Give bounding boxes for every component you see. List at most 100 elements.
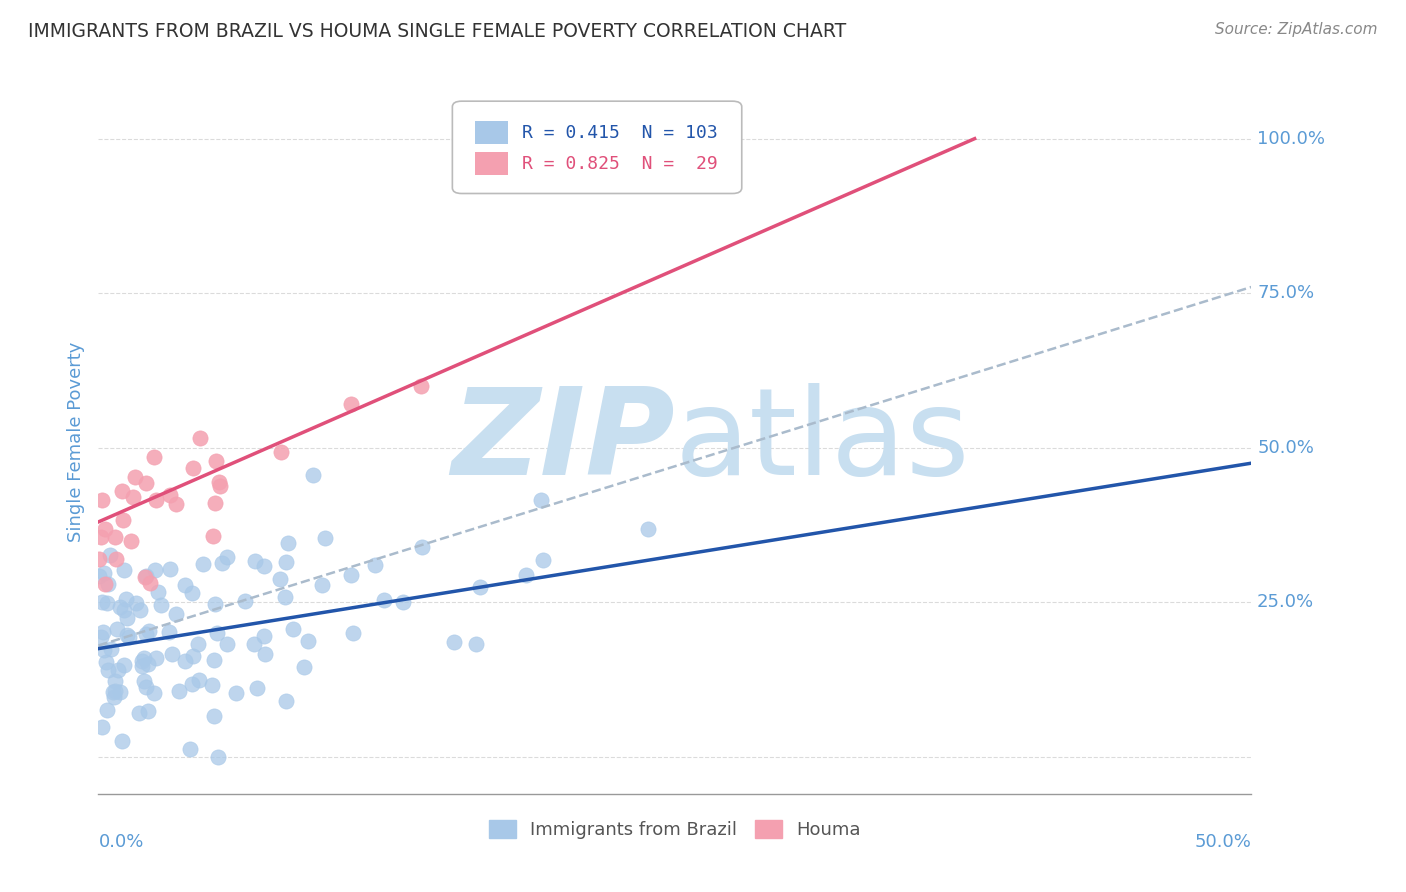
Point: [339, 568, 361, 582]
Point: [274, 590, 297, 604]
Point: [191, 557, 214, 571]
Text: 75.0%: 75.0%: [1257, 285, 1315, 302]
Point: [107, 623, 129, 637]
Point: [160, 647, 183, 661]
Point: [91, 625, 114, 640]
Point: [96, 596, 118, 610]
Point: [202, 708, 225, 723]
Text: 0.0%: 0.0%: [98, 832, 143, 851]
Point: [339, 397, 361, 411]
Point: [96, 703, 118, 717]
Point: [93, 566, 115, 580]
Point: [183, 460, 205, 475]
Point: [515, 568, 537, 582]
Point: [104, 552, 127, 566]
Point: [269, 572, 291, 586]
Point: [159, 488, 181, 502]
Point: [205, 626, 228, 640]
Point: [91, 595, 114, 609]
Text: 50.0%: 50.0%: [1195, 832, 1251, 851]
Point: [138, 624, 160, 638]
Point: [464, 637, 486, 651]
FancyBboxPatch shape: [453, 101, 742, 194]
Point: [243, 637, 266, 651]
Point: [181, 649, 204, 664]
Point: [179, 742, 201, 756]
Point: [411, 378, 433, 392]
Point: [131, 659, 153, 673]
Point: [274, 694, 297, 708]
Point: [233, 594, 256, 608]
Text: ZIP: ZIP: [451, 383, 675, 500]
Point: [136, 704, 159, 718]
Point: [111, 513, 134, 527]
Point: [207, 749, 229, 764]
Point: [201, 529, 224, 543]
Point: [181, 677, 204, 691]
Point: [637, 523, 659, 537]
Point: [111, 734, 134, 748]
FancyBboxPatch shape: [475, 152, 508, 175]
Point: [135, 475, 157, 490]
Point: [180, 586, 202, 600]
Point: [209, 479, 232, 493]
Text: 100.0%: 100.0%: [1257, 129, 1324, 148]
Point: [120, 534, 142, 549]
Point: [112, 603, 135, 617]
Point: [135, 627, 157, 641]
Point: [145, 651, 167, 665]
Point: [101, 685, 124, 699]
Point: [93, 643, 115, 657]
Point: [169, 684, 191, 698]
Point: [165, 497, 187, 511]
Text: atlas: atlas: [675, 383, 970, 500]
Point: [292, 660, 315, 674]
Point: [134, 570, 156, 584]
Point: [111, 483, 134, 498]
Point: [204, 598, 226, 612]
Point: [90, 530, 112, 544]
Point: [530, 492, 553, 507]
Point: [187, 673, 209, 687]
Point: [225, 686, 247, 700]
Point: [97, 663, 120, 677]
Point: [100, 642, 122, 657]
Y-axis label: Single Female Poverty: Single Female Poverty: [66, 342, 84, 541]
Point: [112, 563, 135, 577]
Text: 25.0%: 25.0%: [1257, 593, 1315, 611]
Point: [187, 637, 209, 651]
Point: [270, 445, 292, 459]
Point: [135, 680, 157, 694]
Point: [115, 628, 138, 642]
Point: [283, 622, 305, 636]
Text: Source: ZipAtlas.com: Source: ZipAtlas.com: [1215, 22, 1378, 37]
Text: IMMIGRANTS FROM BRAZIL VS HOUMA SINGLE FEMALE POVERTY CORRELATION CHART: IMMIGRANTS FROM BRAZIL VS HOUMA SINGLE F…: [28, 22, 846, 41]
Point: [165, 607, 187, 621]
Point: [246, 681, 269, 696]
Point: [531, 553, 554, 567]
Point: [90, 492, 112, 507]
Point: [139, 576, 162, 591]
Point: [342, 626, 364, 640]
Point: [202, 653, 225, 667]
Point: [204, 496, 226, 510]
Point: [115, 611, 138, 625]
Point: [297, 634, 319, 648]
Point: [277, 536, 299, 550]
Point: [87, 552, 110, 566]
Point: [143, 563, 166, 577]
Point: [90, 630, 112, 644]
Point: [124, 470, 146, 484]
Point: [90, 720, 112, 734]
Point: [373, 593, 395, 607]
Point: [311, 577, 333, 591]
Point: [131, 654, 153, 668]
Point: [134, 673, 156, 688]
Point: [94, 655, 117, 669]
Text: R = 0.415  N = 103: R = 0.415 N = 103: [522, 123, 717, 142]
Point: [118, 630, 141, 644]
Point: [188, 431, 211, 445]
Point: [301, 467, 323, 482]
Point: [112, 657, 135, 672]
Point: [314, 531, 336, 545]
